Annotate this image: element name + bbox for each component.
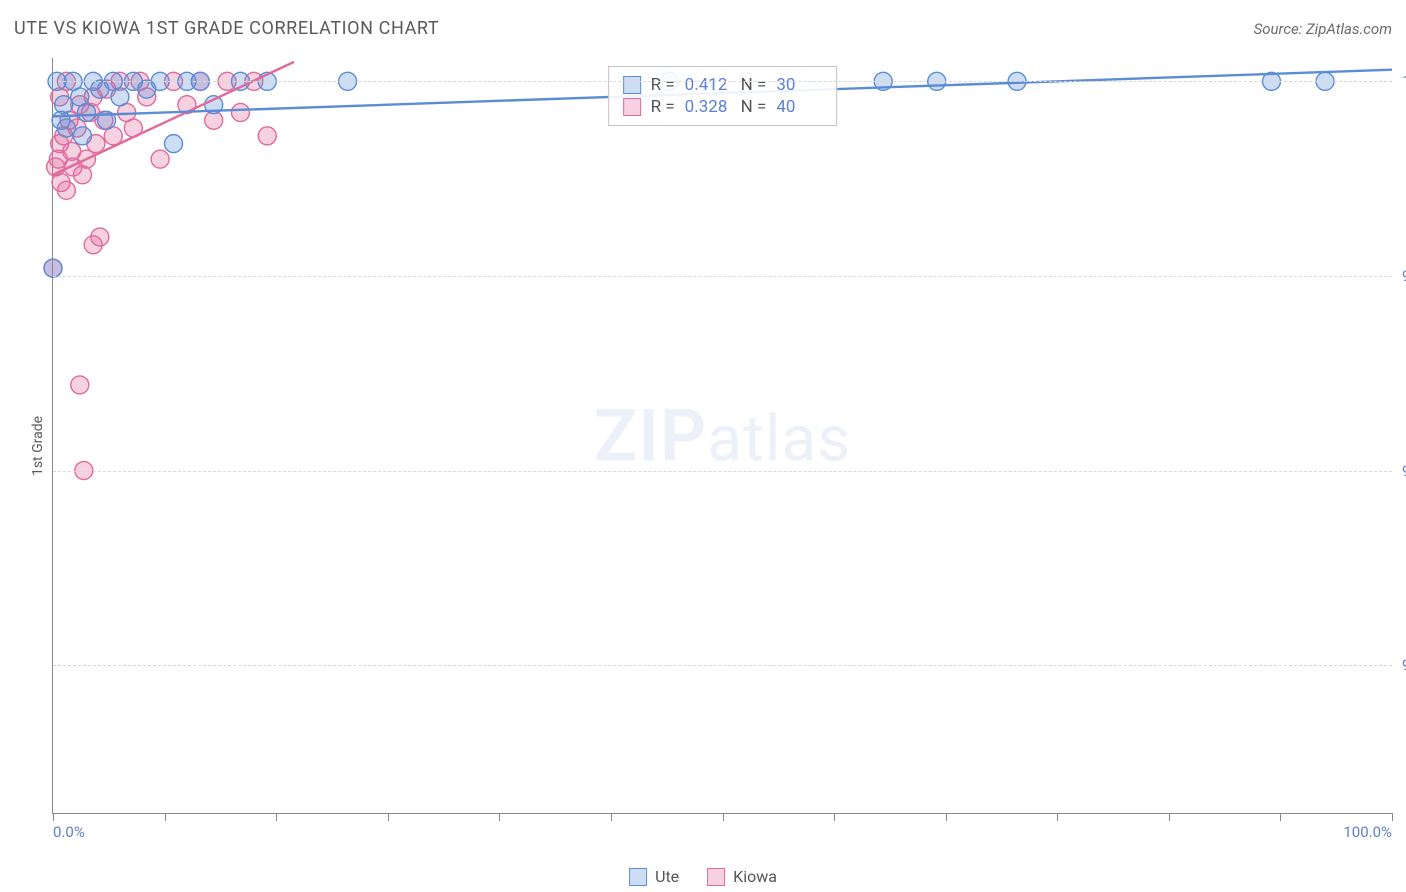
x-tick — [53, 813, 54, 821]
swatch-ute-icon — [623, 76, 641, 94]
swatch-kiowa-icon — [707, 868, 725, 886]
stat-r-label: R = — [651, 75, 675, 95]
x-tick-label: 0.0% — [53, 823, 85, 841]
kiowa-point — [151, 150, 169, 168]
x-tick — [1392, 813, 1393, 821]
legend-label-ute: Ute — [655, 867, 679, 886]
kiowa-point — [57, 181, 75, 199]
y-tick-label: 92.5% — [1394, 656, 1406, 674]
y-tick-label: 100.0% — [1394, 72, 1406, 90]
stats-row-kiowa: R = 0.328 N = 40 — [623, 97, 823, 117]
stat-r-kiowa: 0.328 — [685, 97, 731, 117]
x-tick — [276, 813, 277, 821]
plot-area: ZIPatlas R = 0.412 N = 30 R = 0.328 N = … — [52, 58, 1392, 814]
stat-n-label: N = — [741, 75, 767, 95]
kiowa-point — [231, 103, 249, 121]
x-tick — [946, 813, 947, 821]
stat-n-kiowa: 40 — [776, 97, 822, 117]
stat-n-ute: 30 — [776, 75, 822, 95]
chart-title: UTE VS KIOWA 1ST GRADE CORRELATION CHART — [14, 18, 439, 39]
swatch-kiowa-icon — [623, 98, 641, 116]
x-tick — [165, 813, 166, 821]
swatch-ute-icon — [629, 868, 647, 886]
chart-source: Source: ZipAtlas.com — [1254, 20, 1392, 38]
y-axis-label: 1st Grade — [30, 416, 46, 476]
x-tick — [834, 813, 835, 821]
y-tick-label: 95.0% — [1394, 462, 1406, 480]
ute-point — [165, 135, 183, 153]
ute-point — [73, 127, 91, 145]
y-tick-label: 97.5% — [1394, 267, 1406, 285]
gridline — [53, 665, 1392, 666]
chart-header: UTE VS KIOWA 1ST GRADE CORRELATION CHART… — [14, 18, 1392, 39]
kiowa-point — [258, 127, 276, 145]
x-tick — [388, 813, 389, 821]
ute-point — [77, 103, 95, 121]
gridline — [53, 276, 1392, 277]
ute-point — [55, 96, 73, 114]
stat-r-ute: 0.412 — [685, 75, 731, 95]
bottom-legend: Ute Kiowa — [629, 867, 777, 886]
x-tick — [1057, 813, 1058, 821]
ute-point — [111, 88, 129, 106]
legend-item-ute: Ute — [629, 867, 679, 886]
gridline — [53, 81, 1392, 82]
plot-svg — [53, 58, 1392, 813]
gridline — [53, 471, 1392, 472]
legend-label-kiowa: Kiowa — [733, 867, 777, 886]
x-tick — [611, 813, 612, 821]
x-tick — [723, 813, 724, 821]
legend-item-kiowa: Kiowa — [707, 867, 777, 886]
stats-row-ute: R = 0.412 N = 30 — [623, 75, 823, 95]
x-tick — [1169, 813, 1170, 821]
ute-point — [44, 259, 62, 277]
stat-n-label: N = — [741, 97, 767, 117]
x-tick-label: 100.0% — [1343, 823, 1392, 841]
stat-r-label: R = — [651, 97, 675, 117]
kiowa-point — [71, 376, 89, 394]
ute-point — [57, 119, 75, 137]
stats-legend-box: R = 0.412 N = 30 R = 0.328 N = 40 — [608, 66, 838, 126]
x-tick — [499, 813, 500, 821]
x-tick — [1280, 813, 1281, 821]
kiowa-point — [84, 236, 102, 254]
